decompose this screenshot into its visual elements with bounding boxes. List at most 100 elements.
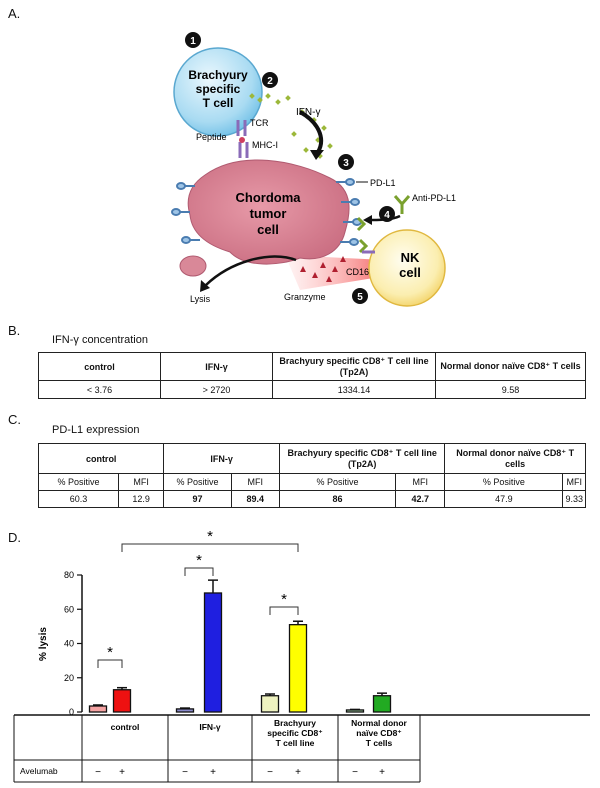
table-c-subheader: % Positive	[444, 473, 564, 491]
y-tick-label: 60	[64, 604, 74, 614]
avelumab-sign: +	[119, 767, 125, 778]
group-label: control	[111, 722, 140, 732]
significance-bracket	[97, 659, 123, 668]
peptide-label: Peptide	[196, 132, 227, 142]
tcell-label-3: T cell	[203, 96, 234, 110]
group-label: IFN-γ	[199, 722, 221, 732]
group-label: specific CD8⁺	[267, 728, 323, 738]
y-tick-label: 40	[64, 639, 74, 649]
bar	[203, 592, 223, 713]
table-b-cell: 1334.14	[272, 380, 436, 399]
anti-pdl1-antibody	[356, 195, 411, 254]
significance-bracket	[184, 567, 214, 576]
pdl1-label: PD-L1	[370, 178, 396, 188]
tcell-label-1: Brachyury	[188, 68, 248, 82]
step-4: 4	[384, 210, 390, 221]
ifn-concentration-table: control IFN-γ Brachyury specific CD8⁺ T …	[38, 352, 586, 399]
table-c-cell: 42.7	[395, 490, 446, 508]
group-label: T cells	[366, 738, 393, 748]
table-c-header: Brachyury specific CD8⁺ T cell line (Tp2…	[278, 443, 446, 474]
granzyme-ray	[285, 255, 392, 290]
y-axis-label: % lysis	[38, 627, 49, 661]
tcell-label-2: specific	[196, 82, 241, 96]
cd16-label: CD16	[346, 267, 369, 277]
step-3: 3	[343, 158, 349, 169]
y-tick-label: 0	[69, 707, 74, 717]
t-cell	[173, 47, 263, 137]
avelumab-sign: +	[295, 767, 301, 778]
avelumab-sign: −	[182, 767, 188, 778]
panel-b-label: B.	[8, 323, 21, 338]
nk-label-1: NK	[401, 250, 420, 265]
nk-label-2: cell	[399, 265, 421, 280]
avelumab-sign: +	[379, 767, 385, 778]
lysis-bar-chart: 0 20 40 60 80 % lysis * * * * control IFN-γ Brachyur…	[13, 528, 590, 783]
ifn-label: IFN-γ	[296, 107, 320, 118]
table-c-header: control	[37, 443, 165, 474]
table-c-cell: 12.9	[117, 490, 165, 508]
table-b-cell: < 3.76	[38, 380, 161, 399]
avelumab-sign: −	[352, 767, 358, 778]
table-b-cell: 9.58	[435, 380, 586, 399]
group-label: Brachyury	[274, 718, 316, 728]
bar	[345, 709, 365, 713]
pdl1-expression-table: control IFN-γ Brachyury specific CD8⁺ T …	[37, 443, 586, 508]
immune-diagram: Brachyury specific T cell TCR Peptide MH…	[171, 32, 456, 307]
table-c-cell: 47.9	[444, 490, 564, 508]
table-c-subheader: % Positive	[278, 473, 397, 491]
granzyme-label: Granzyme	[284, 292, 326, 302]
panel-c-label: C.	[8, 412, 21, 427]
table-c-cell: 9.33	[562, 490, 586, 508]
significance-bracket	[269, 606, 299, 615]
significance-star: *	[107, 644, 113, 661]
panel-d-label: D.	[8, 530, 21, 545]
avelumab-row-label: Avelumab	[20, 766, 58, 776]
ifn-arrow	[298, 110, 324, 153]
table-b-header: Normal donor naïve CD8⁺ T cells	[435, 352, 586, 381]
table-c-cell: 89.4	[230, 490, 280, 508]
avelumab-sign: −	[95, 767, 101, 778]
table-b-cell: > 2720	[160, 380, 273, 399]
group-label: Normal donor	[351, 718, 407, 728]
significance-star: *	[281, 591, 287, 608]
lysis-arrow	[205, 255, 297, 286]
tcr-mhc	[236, 120, 249, 158]
bar	[112, 689, 132, 713]
lysis-label: Lysis	[190, 294, 211, 304]
table-c-subheader: MFI	[395, 473, 446, 491]
bar	[260, 695, 280, 713]
ifn-dots	[249, 93, 333, 159]
y-tick-label: 20	[64, 673, 74, 683]
mhc-label: MHC-I	[252, 140, 278, 150]
table-b-title: IFN-γ concentration	[52, 334, 148, 346]
group-label: naïve CD8⁺	[356, 728, 402, 738]
table-c-header: IFN-γ	[163, 443, 280, 474]
tumor-cell	[187, 159, 350, 265]
table-b-header: IFN-γ	[160, 352, 273, 381]
table-c-title: PD-L1 expression	[52, 424, 140, 436]
pdl1-receptors	[171, 178, 362, 246]
tumor-label-1: Chordoma	[236, 190, 302, 205]
avelumab-sign: +	[210, 767, 216, 778]
significance-star: *	[207, 528, 213, 545]
step-markers: 1 2 3 4 5	[185, 32, 395, 304]
step-2: 2	[267, 76, 273, 87]
step-1: 1	[190, 36, 196, 47]
bar	[288, 624, 308, 713]
table-c-cell: 97	[163, 490, 232, 508]
table-b-header: Brachyury specific CD8⁺ T cell line (Tp2…	[272, 352, 436, 381]
table-c-cell: 60.3	[38, 490, 119, 508]
table-c-subheader: MFI	[117, 473, 165, 491]
tumor-label-2: tumor	[250, 206, 287, 221]
panel-a-label: A.	[8, 6, 21, 21]
anti-pdl1-label: Anti-PD-L1	[412, 193, 456, 203]
table-c-cell: 86	[278, 490, 397, 508]
step-5: 5	[357, 292, 363, 303]
table-c-subheader: MFI	[562, 473, 586, 491]
table-c-subheader: % Positive	[38, 473, 119, 491]
table-c-subheader: % Positive	[163, 473, 232, 491]
bar	[88, 705, 108, 713]
nk-cell	[368, 229, 446, 307]
granzyme-dots	[300, 256, 346, 282]
table-c-subheader: MFI	[230, 473, 280, 491]
